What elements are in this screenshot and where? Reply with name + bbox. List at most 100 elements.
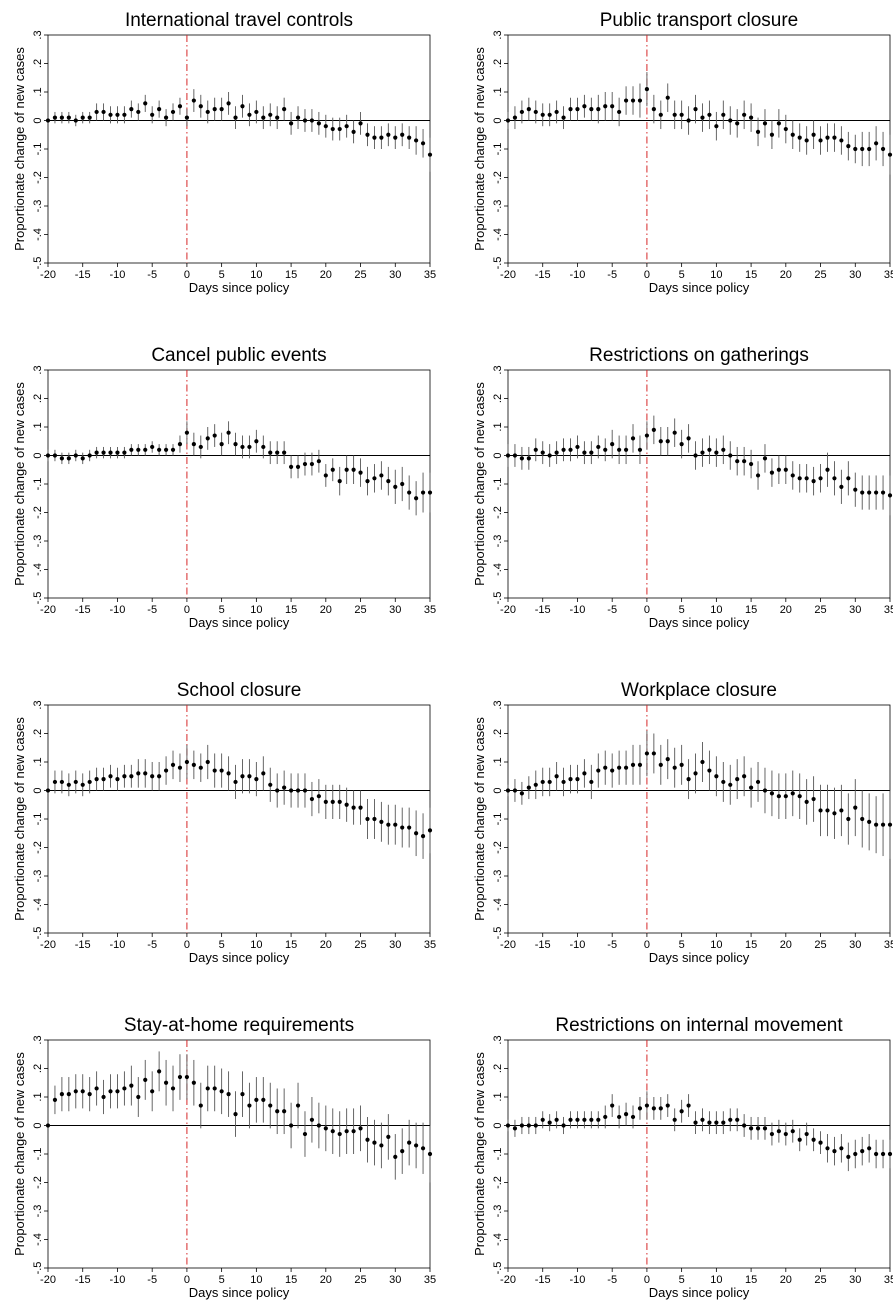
data-point [700, 1117, 705, 1122]
x-tick-label: -15 [535, 269, 551, 281]
x-tick-label: -20 [40, 939, 56, 951]
data-point [700, 450, 705, 455]
data-point [323, 1126, 328, 1131]
data-point [163, 115, 169, 120]
data-point [769, 1131, 775, 1137]
data-point [219, 768, 224, 773]
data-point [547, 112, 552, 117]
chart-panel: Restrictions on gatherings .3 .2 .1 0 -.1 -.2 -… [472, 345, 893, 630]
data-point [693, 453, 698, 458]
data-point [219, 107, 224, 112]
data-point [191, 762, 196, 767]
data-point [261, 444, 266, 450]
data-point [644, 1103, 650, 1108]
data-point [610, 442, 615, 447]
data-point [87, 779, 92, 785]
data-point [282, 107, 287, 112]
data-point [275, 115, 280, 120]
data-point [783, 794, 788, 799]
data-point [818, 476, 823, 481]
data-point [825, 1146, 830, 1151]
y-tick-label: -.3 [32, 535, 44, 548]
data-point [623, 447, 629, 452]
data-point [721, 1120, 726, 1125]
x-tick-label: 15 [745, 939, 757, 951]
data-point [184, 1074, 190, 1080]
data-point [561, 779, 566, 785]
data-point [344, 802, 349, 807]
data-point [554, 450, 559, 455]
y-tick-label: -.2 [492, 841, 504, 854]
data-point [512, 1126, 518, 1131]
data-point [407, 490, 412, 495]
data-point [874, 1151, 879, 1157]
data-point [268, 112, 273, 117]
data-point [867, 819, 872, 824]
data-point [163, 447, 169, 452]
data-point [512, 453, 518, 458]
data-point [672, 1117, 677, 1122]
data-point [309, 118, 315, 123]
x-tick-label: -5 [147, 1274, 157, 1286]
data-point [80, 782, 85, 787]
x-tick-label: -10 [110, 939, 126, 951]
data-point [393, 484, 398, 489]
y-tick-label: .3 [492, 30, 504, 39]
data-point [672, 430, 677, 435]
data-point [610, 104, 615, 109]
data-point [637, 447, 643, 452]
x-tick-label: -20 [500, 1274, 516, 1286]
data-point [707, 447, 712, 452]
data-point [686, 1103, 691, 1108]
y-tick-label: .3 [32, 365, 44, 374]
y-tick-label: -.5 [32, 1262, 44, 1275]
y-tick-label: 0 [492, 117, 504, 123]
data-point [776, 121, 781, 126]
data-point [804, 1131, 809, 1137]
data-point [644, 87, 650, 92]
plot-frame [507, 1039, 891, 1269]
y-tick-label: .2 [492, 1064, 504, 1073]
data-point [254, 1097, 259, 1102]
data-point [707, 1120, 712, 1125]
x-tick-label: 5 [219, 1274, 225, 1286]
x-tick-label: 25 [354, 269, 366, 281]
data-point [288, 464, 294, 469]
data-point [400, 825, 405, 830]
x-tick-label: 15 [285, 1274, 297, 1286]
y-axis-label: Proportionate change of new cases [12, 717, 27, 921]
data-point [568, 1117, 573, 1122]
chart-panel: Restrictions on internal movement .3 .2 .1 0… [472, 1015, 893, 1300]
data-point [177, 442, 183, 447]
x-tick-label: -15 [75, 939, 91, 951]
data-point [519, 1123, 524, 1128]
y-tick-label: -.5 [492, 927, 504, 940]
data-point [157, 1069, 162, 1074]
y-tick-label: 0 [492, 787, 504, 793]
x-tick-label: 35 [884, 269, 893, 281]
y-tick-label: -.3 [492, 1205, 504, 1218]
data-point [797, 135, 802, 140]
data-point [330, 799, 335, 805]
data-point [832, 476, 837, 481]
data-point [115, 1089, 120, 1094]
data-point [247, 444, 252, 450]
y-axis-label: Proportionate change of new cases [472, 47, 487, 251]
data-point [644, 751, 650, 756]
data-point [240, 104, 245, 109]
data-point [233, 442, 238, 447]
data-point [721, 447, 726, 452]
y-tick-label: .3 [492, 365, 504, 374]
data-point [59, 456, 64, 461]
data-point [240, 1092, 245, 1097]
data-point [358, 805, 363, 810]
x-tick-label: 5 [679, 939, 685, 951]
x-tick-label: 5 [679, 1274, 685, 1286]
data-point [427, 1151, 433, 1157]
x-tick-label: -5 [607, 939, 617, 951]
data-point [686, 436, 691, 441]
data-point [344, 1129, 349, 1134]
data-point [282, 785, 287, 790]
data-point [700, 115, 705, 120]
